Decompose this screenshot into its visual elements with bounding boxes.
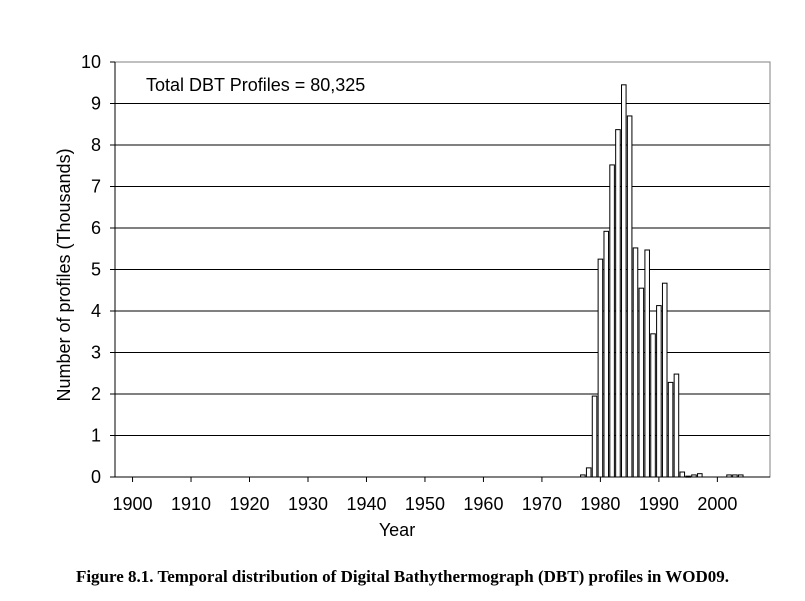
y-tick-label: 8 [91,135,101,155]
grid-lines [115,61,770,436]
bars [580,84,744,478]
x-tick-label: 1940 [346,494,386,514]
bar-1984 [621,84,627,478]
bar-1978 [585,467,592,478]
bar-1982 [609,164,615,478]
bar-1979 [591,395,598,478]
x-tick-label: 1970 [522,494,562,514]
x-tick-label: 1920 [229,494,269,514]
x-tick-label: 1960 [463,494,503,514]
y-tick-label: 10 [81,52,101,72]
bar-1983 [615,129,621,478]
bar-1990 [656,305,662,478]
x-tick-label: 1930 [288,494,328,514]
x-axis-label: Year [379,520,415,540]
bar-1994 [679,471,686,478]
x-tick-label: 1950 [405,494,445,514]
y-tick-label: 0 [91,467,101,487]
y-tick-label: 9 [91,94,101,114]
bar-1985 [626,115,633,478]
bar-1986 [632,247,639,478]
bar-1991 [661,282,668,478]
y-tick-label: 6 [91,218,101,238]
y-tick-label: 3 [91,343,101,363]
bar-1987 [638,287,645,478]
x-tick-label: 1910 [171,494,211,514]
bar-1992 [667,381,674,478]
x-tick-label: 1990 [639,494,679,514]
y-tick-labels: 0 1 2 3 4 5 6 7 8 9 10 [81,52,115,487]
x-tick-labels: 1900 1910 1920 1930 1940 1950 1960 1970 1980 1990… [113,477,737,514]
bar-chart: 0 1 2 3 4 5 6 7 8 9 10 1900 1910 1920 1930 1940 1950 196… [54,52,771,540]
bar-1988 [644,249,650,478]
y-tick-label: 5 [91,260,101,280]
y-axis-label: Number of profiles (Thousands) [54,148,74,401]
y-tick-label: 7 [91,177,101,197]
x-tick-label: 2000 [697,494,737,514]
bar-1989 [650,333,656,478]
y-tick-label: 4 [91,301,101,321]
x-tick-label: 1900 [113,494,153,514]
total-profiles-annotation: Total DBT Profiles = 80,325 [146,75,365,95]
bar-1980 [597,258,604,478]
y-tick-label: 1 [91,426,101,446]
bar-1993 [673,373,680,478]
x-tick-label: 1980 [580,494,620,514]
figure-caption: Figure 8.1. Temporal distribution of Dig… [75,567,730,586]
bar-1981 [603,230,610,478]
y-tick-label: 2 [91,384,101,404]
